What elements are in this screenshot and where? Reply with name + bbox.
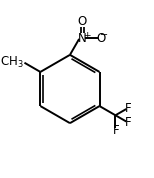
Text: F: F [125,116,132,129]
Text: CH$_3$: CH$_3$ [0,54,24,70]
Text: +: + [83,31,90,40]
Text: −: − [100,30,108,40]
Text: F: F [112,124,119,137]
Text: O: O [78,15,87,28]
Text: O: O [96,32,105,45]
Text: N: N [78,32,87,45]
Text: F: F [125,102,132,115]
